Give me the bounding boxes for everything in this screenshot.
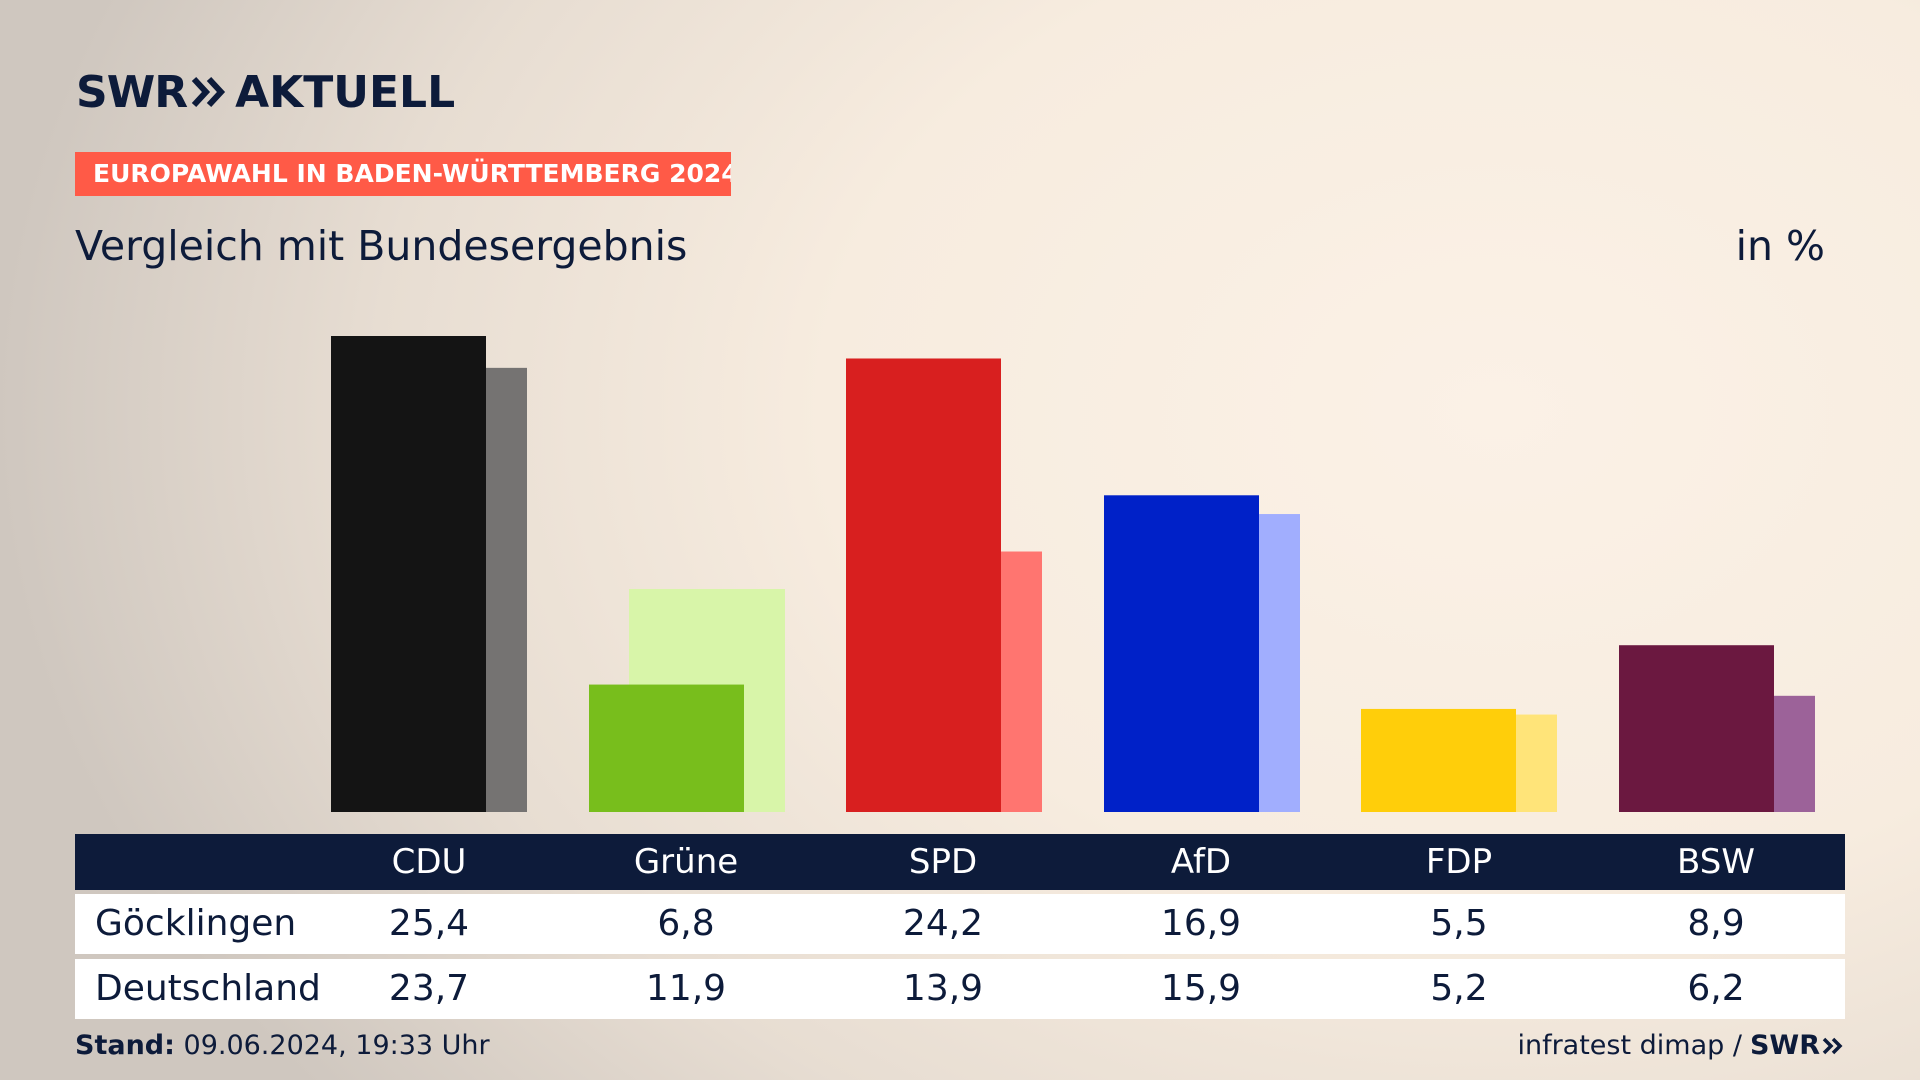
row-label: Deutschland xyxy=(95,968,321,1009)
table-cell: 5,5 xyxy=(1430,903,1488,944)
column-header: SPD xyxy=(908,842,978,882)
table-cell: 13,9 xyxy=(902,968,984,1009)
stand-value: 09.06.2024, 19:33 Uhr xyxy=(183,1030,490,1061)
results-table: CDU Grüne SPD AfD FDP BSW Göcklingen 25,4 6,8 2… xyxy=(75,834,1845,1019)
table-cell: 23,7 xyxy=(388,968,470,1009)
column-header: CDU xyxy=(391,842,467,882)
swr-logo-text: SWR xyxy=(76,66,188,118)
table-header: CDU Grüne SPD AfD FDP BSW xyxy=(75,834,1845,890)
row-label: Göcklingen xyxy=(95,903,297,944)
source-credit: infratest dimap / SWR xyxy=(1517,1030,1844,1061)
column-header: FDP xyxy=(1425,842,1493,882)
column-header: Grüne xyxy=(633,842,739,882)
bar-goecklingen-grüne xyxy=(589,684,744,812)
bar-chart xyxy=(331,336,1815,812)
table-cell: 15,9 xyxy=(1160,968,1242,1009)
bar-goecklingen-afd xyxy=(1104,495,1259,812)
table-cell: 6,2 xyxy=(1687,968,1745,1009)
double-chevron-icon xyxy=(1822,1037,1843,1054)
bar-goecklingen-spd xyxy=(846,358,1001,812)
table-cell: 25,4 xyxy=(388,903,470,944)
footer-swr-logo-text: SWR xyxy=(1749,1030,1820,1061)
source-text: infratest dimap / xyxy=(1517,1030,1742,1061)
double-chevron-icon xyxy=(191,76,226,108)
table-cell: 6,8 xyxy=(657,903,715,944)
chart-subtitle: Vergleich mit Bundesergebnis xyxy=(75,222,688,270)
unit-label: in % xyxy=(1735,222,1825,270)
column-header: BSW xyxy=(1677,842,1755,882)
bar-goecklingen-fdp xyxy=(1361,708,1516,812)
timestamp: Stand: 09.06.2024, 19:33 Uhr xyxy=(75,1030,490,1061)
election-badge: EUROPAWAHL IN BADEN-WÜRTTEMBERG 2024 xyxy=(75,152,731,196)
bar-goecklingen-bsw xyxy=(1619,645,1774,812)
bar-goecklingen-cdu xyxy=(331,336,486,812)
table-row: Göcklingen 25,4 6,8 24,2 16,9 5,5 8,9 xyxy=(75,894,1845,954)
stand-label: Stand: xyxy=(75,1030,175,1061)
table-row: Deutschland 23,7 11,9 13,9 15,9 5,2 6,2 xyxy=(75,959,1845,1019)
table-cell: 16,9 xyxy=(1160,903,1242,944)
table-cell: 8,9 xyxy=(1687,903,1745,944)
column-header: AfD xyxy=(1170,842,1232,882)
swr-aktuell-logo: SWR AKTUELL xyxy=(76,66,455,118)
table-cell: 11,9 xyxy=(645,968,727,1009)
table-cell: 5,2 xyxy=(1430,968,1488,1009)
aktuell-logo-text: AKTUELL xyxy=(235,66,456,118)
table-cell: 24,2 xyxy=(902,903,984,944)
